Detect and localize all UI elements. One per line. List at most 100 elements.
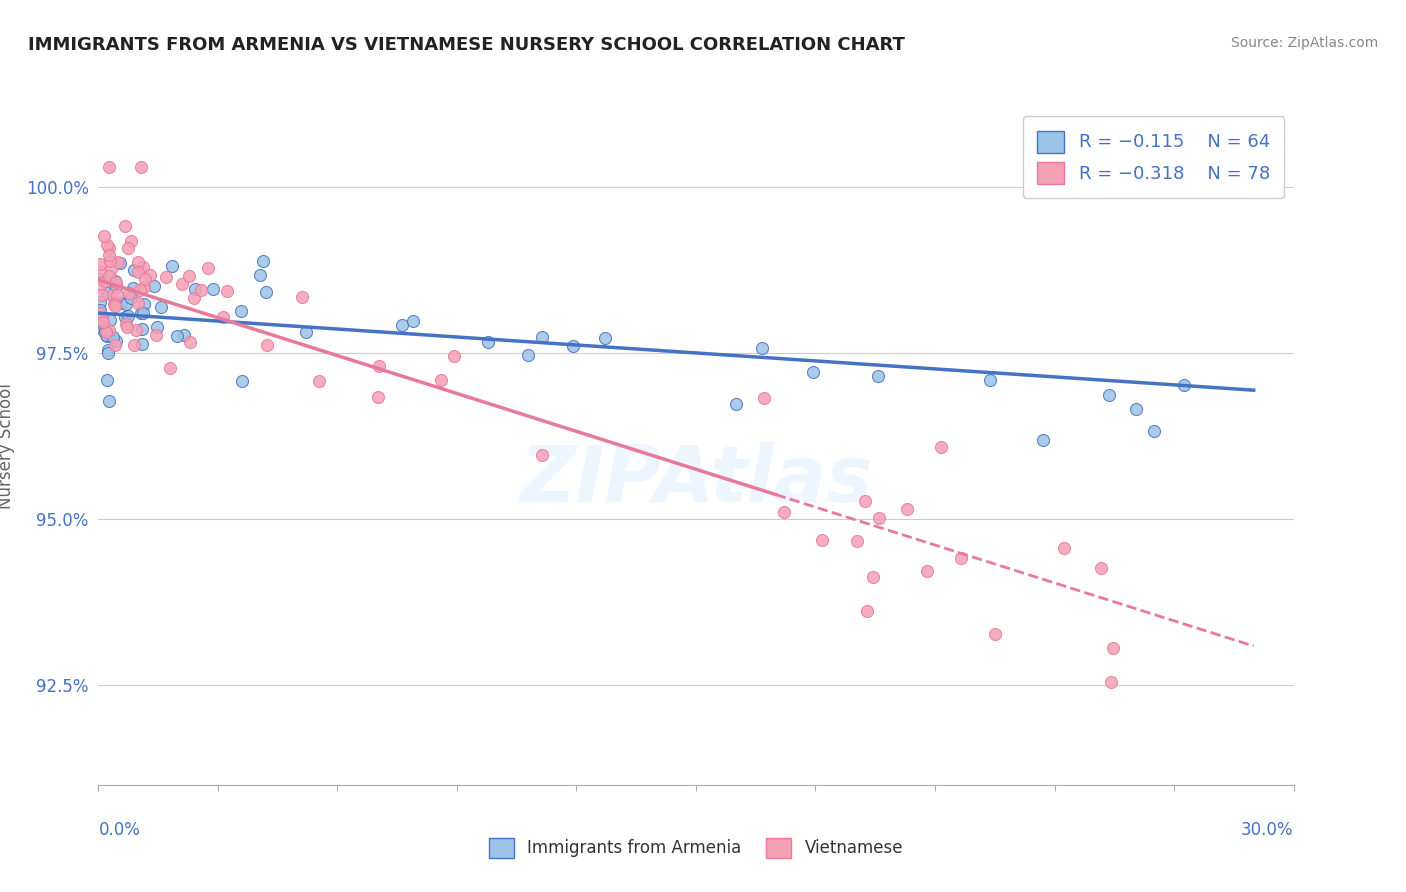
Point xyxy=(98,248,121,262)
Point xyxy=(104,275,127,289)
Point xyxy=(367,359,389,373)
Point xyxy=(134,272,156,286)
Point xyxy=(166,328,188,343)
Point xyxy=(122,338,145,352)
Point xyxy=(1090,561,1112,575)
Point xyxy=(231,374,253,388)
Point xyxy=(98,393,121,408)
Point xyxy=(862,570,884,584)
Point xyxy=(114,310,136,325)
Point xyxy=(132,297,155,311)
Point xyxy=(93,274,115,288)
Point xyxy=(212,310,235,325)
Point xyxy=(98,313,121,327)
Point xyxy=(367,390,389,404)
Point xyxy=(724,397,747,411)
Point xyxy=(89,295,111,310)
Point xyxy=(117,309,139,323)
Point xyxy=(93,324,115,338)
Point xyxy=(177,268,200,283)
Point xyxy=(252,254,274,268)
Point xyxy=(183,281,205,295)
Point xyxy=(1053,541,1076,556)
Text: ZIPAtlas: ZIPAtlas xyxy=(519,442,873,518)
Point xyxy=(1142,424,1164,438)
Point xyxy=(256,338,278,352)
Point xyxy=(773,505,796,519)
Point xyxy=(391,318,413,332)
Point xyxy=(846,533,869,548)
Point xyxy=(120,291,142,305)
Point xyxy=(896,501,918,516)
Point xyxy=(127,254,149,268)
Point xyxy=(98,254,121,268)
Text: 0.0%: 0.0% xyxy=(98,821,141,838)
Point xyxy=(115,317,138,331)
Point xyxy=(93,229,115,244)
Point xyxy=(866,368,889,383)
Point xyxy=(183,291,205,305)
Point xyxy=(94,328,117,343)
Point xyxy=(155,269,177,284)
Point xyxy=(160,259,183,273)
Point xyxy=(139,268,162,283)
Point xyxy=(97,343,120,358)
Point xyxy=(131,160,153,174)
Point xyxy=(101,330,124,344)
Point xyxy=(159,361,181,376)
Point xyxy=(979,373,1001,387)
Point xyxy=(107,254,129,268)
Point xyxy=(811,533,834,547)
Point xyxy=(91,315,114,329)
Point xyxy=(98,241,121,255)
Point xyxy=(91,287,114,301)
Point xyxy=(104,337,127,351)
Point xyxy=(127,265,149,279)
Point xyxy=(517,348,540,362)
Point xyxy=(173,327,195,342)
Point xyxy=(125,323,148,337)
Point xyxy=(97,269,120,284)
Point xyxy=(89,306,111,320)
Point xyxy=(110,296,132,310)
Point xyxy=(179,335,201,350)
Point xyxy=(1099,674,1122,689)
Point xyxy=(950,551,973,566)
Point xyxy=(104,299,127,313)
Point xyxy=(104,334,127,348)
Point xyxy=(104,274,127,288)
Point xyxy=(114,219,136,233)
Point xyxy=(91,323,114,337)
Point xyxy=(117,241,139,255)
Point xyxy=(91,310,114,325)
Point xyxy=(868,511,890,525)
Point xyxy=(754,392,776,406)
Point xyxy=(98,160,121,174)
Point xyxy=(96,238,118,252)
Point xyxy=(856,604,879,618)
Point xyxy=(90,272,112,286)
Point xyxy=(254,285,277,299)
Point xyxy=(132,306,155,320)
Point xyxy=(308,374,330,388)
Legend: Immigrants from Armenia, Vietnamese: Immigrants from Armenia, Vietnamese xyxy=(482,831,910,864)
Point xyxy=(190,283,212,297)
Point xyxy=(120,234,142,248)
Point xyxy=(104,280,127,294)
Point xyxy=(131,306,153,320)
Point xyxy=(142,279,165,293)
Point xyxy=(115,297,138,311)
Point xyxy=(118,285,141,300)
Point xyxy=(122,263,145,277)
Point xyxy=(751,341,773,355)
Point xyxy=(430,374,453,388)
Point xyxy=(402,313,425,327)
Point xyxy=(96,373,118,387)
Point xyxy=(170,277,193,292)
Point xyxy=(104,295,127,310)
Point xyxy=(100,287,122,301)
Point xyxy=(98,322,121,336)
Point xyxy=(562,338,585,352)
Point xyxy=(103,297,125,311)
Point xyxy=(291,290,314,304)
